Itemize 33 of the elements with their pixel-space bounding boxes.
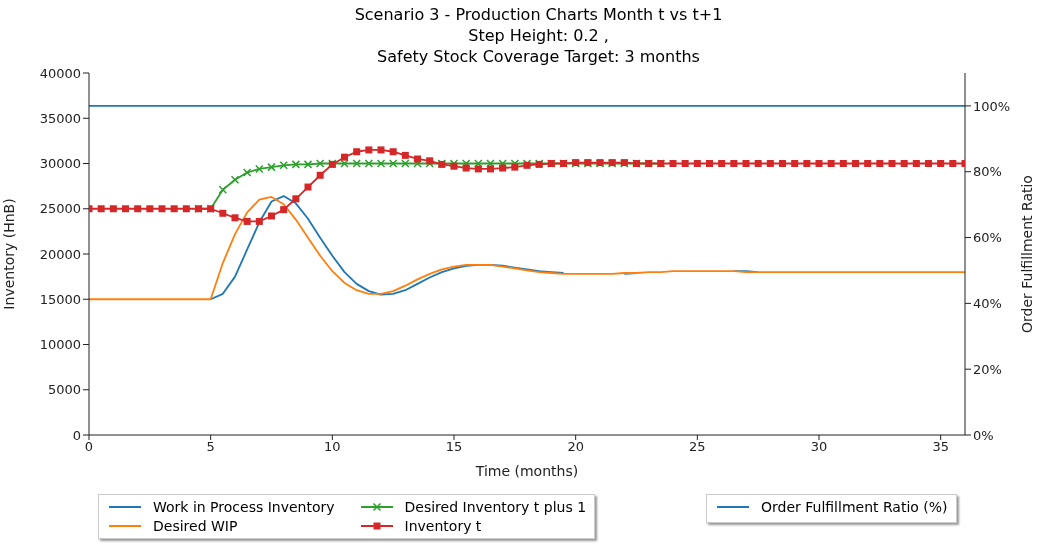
y2-tick-label: 40% — [973, 295, 1002, 311]
x-axis-title: Time (months) — [474, 463, 579, 479]
y-tick-label: 35000 — [39, 110, 81, 126]
y2-axis-title: Order Fulfillment Ratio — [1018, 175, 1035, 333]
y-tick-label: 30000 — [39, 156, 81, 172]
x-tick-label: 35 — [932, 439, 949, 455]
x-tick-label: 0 — [84, 439, 94, 455]
x-tick-label: 20 — [567, 439, 584, 455]
x-tick-label: 25 — [689, 439, 706, 455]
chart-subtitle: Step Height: 0.2 , Safety Stock Coverage Target: 3 months — [376, 25, 701, 67]
y-tick-label: 40000 — [39, 65, 81, 81]
y2-tick-label: 20% — [973, 361, 1002, 377]
y2-tick-label: 80% — [973, 164, 1002, 180]
y2-tick-label: 60% — [973, 230, 1002, 246]
y-tick-label: 5000 — [47, 382, 81, 398]
x-tick-label: 30 — [810, 439, 828, 455]
legend-label: Order Fulfillment Ratio (%) — [761, 499, 948, 515]
x-tick-label: 10 — [324, 439, 341, 455]
y-tick-label: 0 — [72, 427, 81, 443]
y-tick-label: 10000 — [39, 337, 81, 353]
legend-label: Work in Process Inventory — [153, 499, 335, 515]
y-tick-label: 15000 — [39, 291, 81, 307]
y-tick-label: 20000 — [39, 246, 81, 262]
y-tick-label: 25000 — [39, 201, 81, 217]
y2-tick-label: 0% — [973, 427, 994, 443]
chart-title: Scenario 3 - Production Charts Month t vs t+1 — [353, 4, 724, 25]
x-tick-label: 5 — [206, 439, 215, 455]
legend-label: Desired Inventory t plus 1 — [404, 499, 587, 515]
x-tick-label: 15 — [445, 439, 463, 455]
y2-tick-label: 100% — [973, 98, 1011, 114]
y-axis-title: Inventory (HnB) — [0, 198, 17, 310]
legend-label: Inventory t — [404, 518, 482, 534]
legend-label: Desired WIP — [153, 518, 238, 534]
